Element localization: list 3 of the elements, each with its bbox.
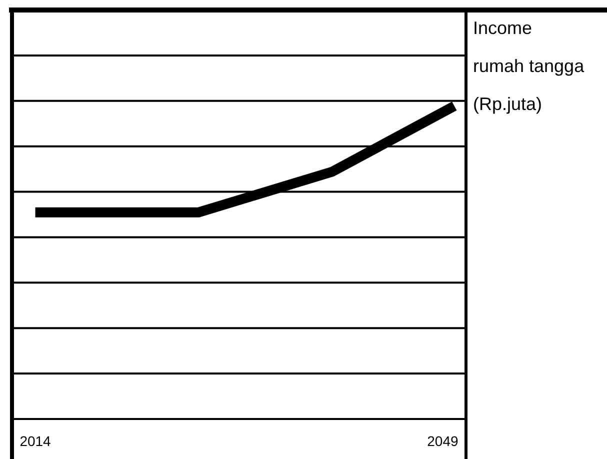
- x-tick-label: 2049: [427, 433, 458, 449]
- x-tick-label: 2014: [20, 433, 52, 449]
- y-axis-title: Income rumah tangga (Rp.juta): [473, 18, 586, 114]
